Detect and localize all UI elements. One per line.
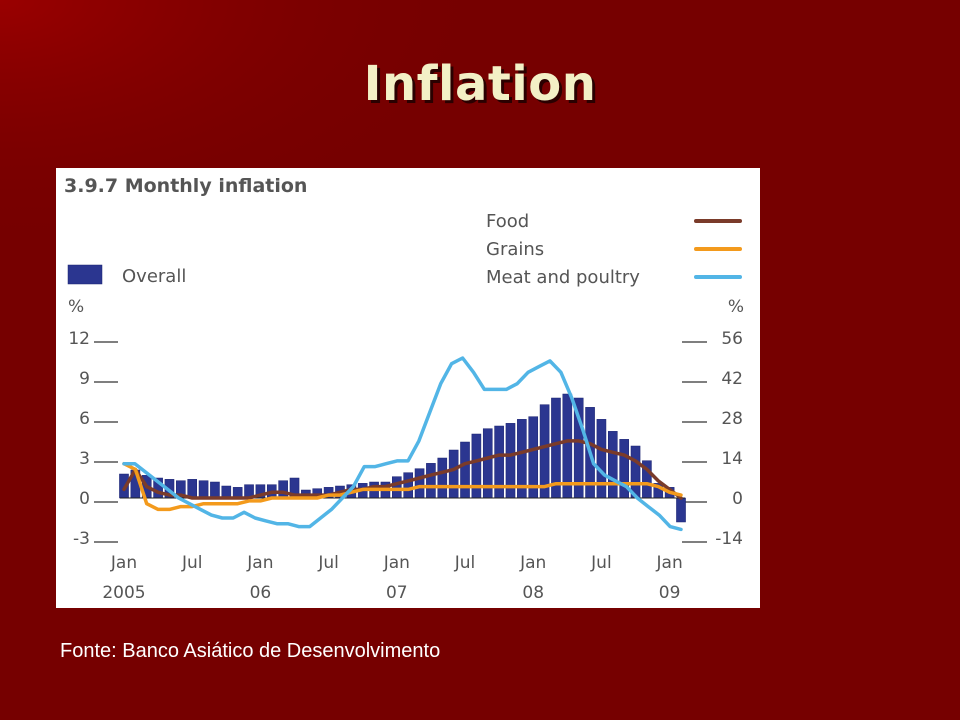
x-axis-year-label: 06: [250, 583, 272, 603]
x-axis-year-label: 2005: [102, 583, 145, 603]
overall-bar: [607, 431, 618, 499]
x-axis-year-label: 09: [659, 583, 681, 603]
chart-title: 3.9.7 Monthly inflation: [64, 175, 307, 197]
overall-bar: [403, 472, 413, 499]
overall-bar: [448, 449, 459, 499]
meat-series-line: [122, 356, 683, 532]
legend-label-food: Food: [486, 211, 529, 232]
right-axis-tick-label: 0: [732, 489, 743, 509]
overall-bar: [460, 441, 470, 499]
overall-bar: [471, 433, 482, 499]
x-axis-month-label: Jan: [110, 553, 137, 573]
source-note: Fonte: Banco Asiático de Desenvolvimento: [60, 640, 441, 662]
x-axis-year-label: 08: [522, 583, 544, 603]
x-axis-month-label: Jan: [246, 553, 273, 573]
x-axis-month-label: Jul: [590, 553, 612, 573]
x-axis-month-label: Jul: [181, 553, 203, 573]
left-axis-tick-label: 0: [79, 489, 90, 509]
x-axis-month-label: Jan: [656, 553, 683, 573]
right-axis-tick-label: -14: [715, 529, 743, 549]
overall-bar: [392, 476, 402, 499]
legend-label-meat: Meat and poultry: [486, 267, 640, 288]
overall-bar: [437, 457, 448, 499]
slide-title: Inflation: [363, 56, 597, 112]
overall-bar: [630, 445, 641, 499]
right-axis-tick-label: 56: [721, 329, 743, 349]
right-axis-unit: %: [728, 297, 744, 317]
left-axis-unit: %: [68, 297, 84, 317]
overall-bar: [596, 419, 607, 499]
legend-label-grains: Grains: [486, 239, 544, 260]
left-axis-tick-label: 3: [79, 449, 90, 469]
right-axis-tick-label: 28: [721, 409, 743, 429]
x-axis-year-label: 07: [386, 583, 408, 603]
overall-bar: [198, 480, 209, 499]
overall-bar: [414, 468, 425, 499]
overall-bar: [426, 463, 436, 499]
right-axis-tick-label: 42: [721, 369, 743, 389]
left-axis-tick-label: 6: [79, 409, 90, 429]
left-axis-tick-label: -3: [73, 529, 90, 549]
x-axis-month-label: Jul: [317, 553, 339, 573]
overall-bar: [221, 485, 232, 499]
legend-swatch-overall: [67, 264, 103, 285]
monthly-inflation-chart: 3.9.7 Monthly inflation % % 12 9 6 3 0 -3 56 42 28…: [64, 175, 744, 603]
overall-bar: [210, 481, 220, 499]
x-axis-month-label: Jan: [383, 553, 410, 573]
x-axis-month-label: Jan: [519, 553, 546, 573]
overall-bar: [676, 497, 686, 523]
chart-panel: 3.9.7 Monthly inflation %% 12 9 6 3 0 -3 56 42 28…: [56, 168, 760, 608]
right-axis-tick-label: 14: [721, 449, 743, 469]
grains-series-line: [122, 461, 683, 512]
left-axis-tick-label: 9: [79, 369, 90, 389]
legend-label-overall: Overall: [122, 266, 186, 287]
overall-bar: [278, 480, 288, 499]
left-axis-tick-label: 12: [68, 329, 90, 349]
overall-bar: [187, 479, 198, 499]
x-axis-month-label: Jul: [454, 553, 476, 573]
